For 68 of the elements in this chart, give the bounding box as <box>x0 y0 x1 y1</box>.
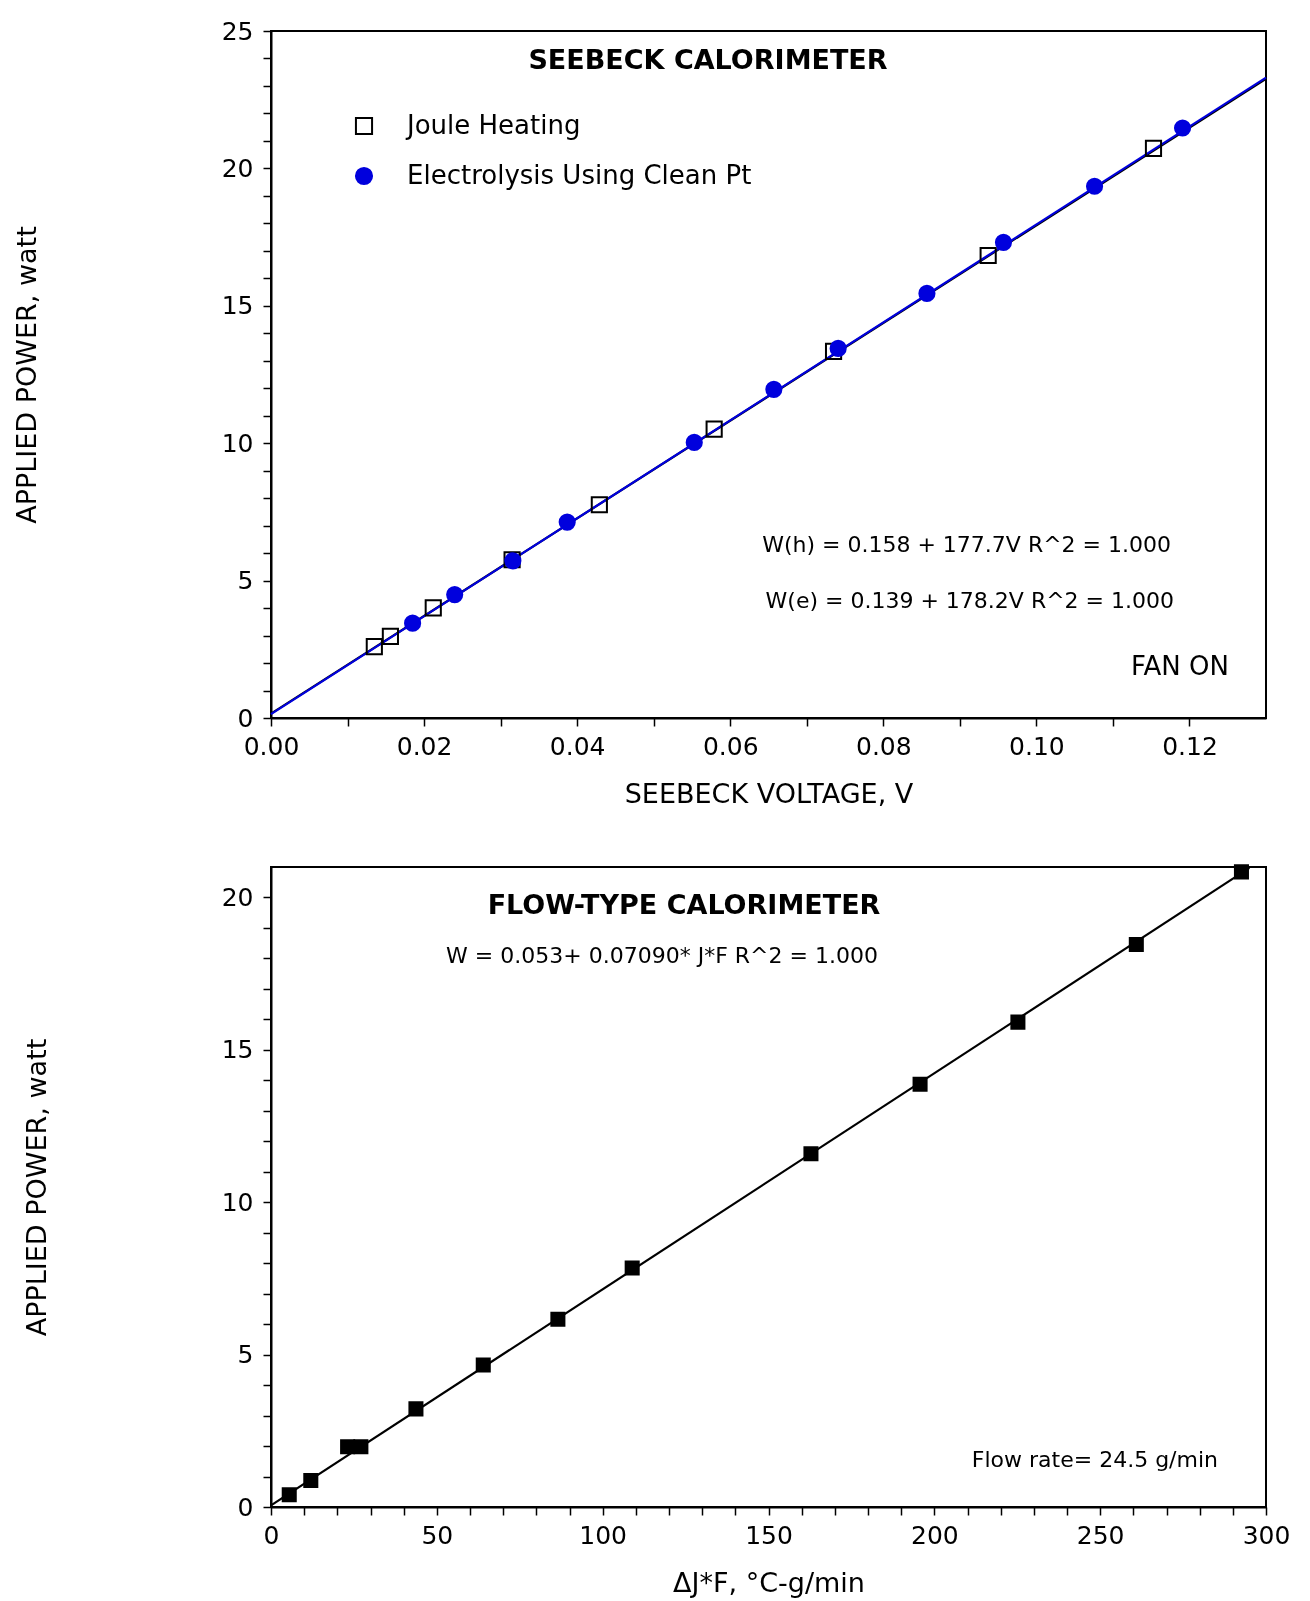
legend-label: Electrolysis Using Clean Pt <box>407 160 752 190</box>
point <box>1010 1014 1026 1030</box>
x-tick-label: 0.00 <box>243 731 300 761</box>
point <box>404 614 422 632</box>
x-axis-title: SEEBECK VOLTAGE, V <box>624 777 914 809</box>
point <box>281 1487 297 1503</box>
x-tick-label: 0.04 <box>549 731 606 761</box>
point <box>424 599 442 617</box>
point <box>408 1401 424 1417</box>
x-tick-label: 0.08 <box>855 731 912 761</box>
x-tick-label: 50 <box>421 1520 454 1550</box>
text: FLOW-TYPE CALORIMETER <box>487 889 881 920</box>
x-tick-label: 150 <box>745 1520 793 1550</box>
point <box>558 513 576 531</box>
y-tick-label: 25 <box>221 16 254 46</box>
point <box>365 637 383 656</box>
y-tick-label: 15 <box>221 1035 254 1065</box>
annotation: W(h) = 0.158 + 177.7V R^2 = 1.000 <box>762 532 1171 557</box>
y-tick-label: 0 <box>237 703 254 733</box>
legend-label: Joule Heating <box>405 110 581 140</box>
point <box>765 380 783 398</box>
point <box>705 420 723 438</box>
point <box>303 1472 319 1488</box>
x-axis-title: ΔJ*F, °C-g/min <box>673 1566 865 1598</box>
point <box>446 586 464 604</box>
point <box>803 1146 819 1162</box>
point <box>994 233 1013 251</box>
y-tick-label: 10 <box>221 1187 254 1217</box>
y-tick-label: 15 <box>221 291 254 321</box>
x-tick-label: 0.10 <box>1009 731 1065 761</box>
x-tick-label: 250 <box>1076 1520 1125 1550</box>
y-tick-label: 20 <box>221 882 254 912</box>
x-tick-label: 100 <box>579 1520 628 1550</box>
point <box>1085 177 1104 195</box>
x-tick-label: 200 <box>910 1520 959 1550</box>
text: SEEBECK CALORIMETER <box>528 44 888 75</box>
point <box>550 1311 566 1327</box>
annotation: FAN ON <box>1131 651 1229 681</box>
point <box>685 433 703 451</box>
point <box>824 342 843 360</box>
x-tick-label: 0.12 <box>1162 731 1218 761</box>
x-tick-label: 0 <box>263 1520 280 1550</box>
annotation: W = 0.053+ 0.07090* J*F R^2 = 1.000 <box>446 943 878 968</box>
y-axis-title: APPLIED POWER, watt <box>10 226 42 524</box>
point <box>381 627 399 645</box>
point <box>829 339 847 357</box>
point <box>912 1076 928 1092</box>
y-tick-label: 10 <box>221 428 254 458</box>
y-axis-title: APPLIED POWER, watt <box>20 1038 52 1337</box>
annotation: W(e) = 0.139 + 178.2V R^2 = 1.000 <box>765 588 1174 613</box>
point <box>475 1357 491 1373</box>
annotation: Flow rate= 24.5 g/min <box>971 1447 1218 1472</box>
y-tick-label: 20 <box>221 153 254 183</box>
point <box>1144 139 1163 157</box>
x-tick-label: 300 <box>1242 1520 1291 1550</box>
y-tick-label: 5 <box>237 566 254 596</box>
y-tick-label: 5 <box>237 1340 254 1370</box>
x-tick-label: 0.02 <box>396 731 453 761</box>
point <box>624 1260 640 1276</box>
point <box>590 496 608 514</box>
point <box>353 1439 369 1455</box>
point <box>1173 119 1192 137</box>
point <box>918 284 936 302</box>
y-tick-label: 0 <box>237 1492 254 1522</box>
point <box>979 246 997 265</box>
point <box>1128 936 1144 952</box>
point <box>1233 864 1249 880</box>
x-tick-label: 0.06 <box>702 731 759 761</box>
